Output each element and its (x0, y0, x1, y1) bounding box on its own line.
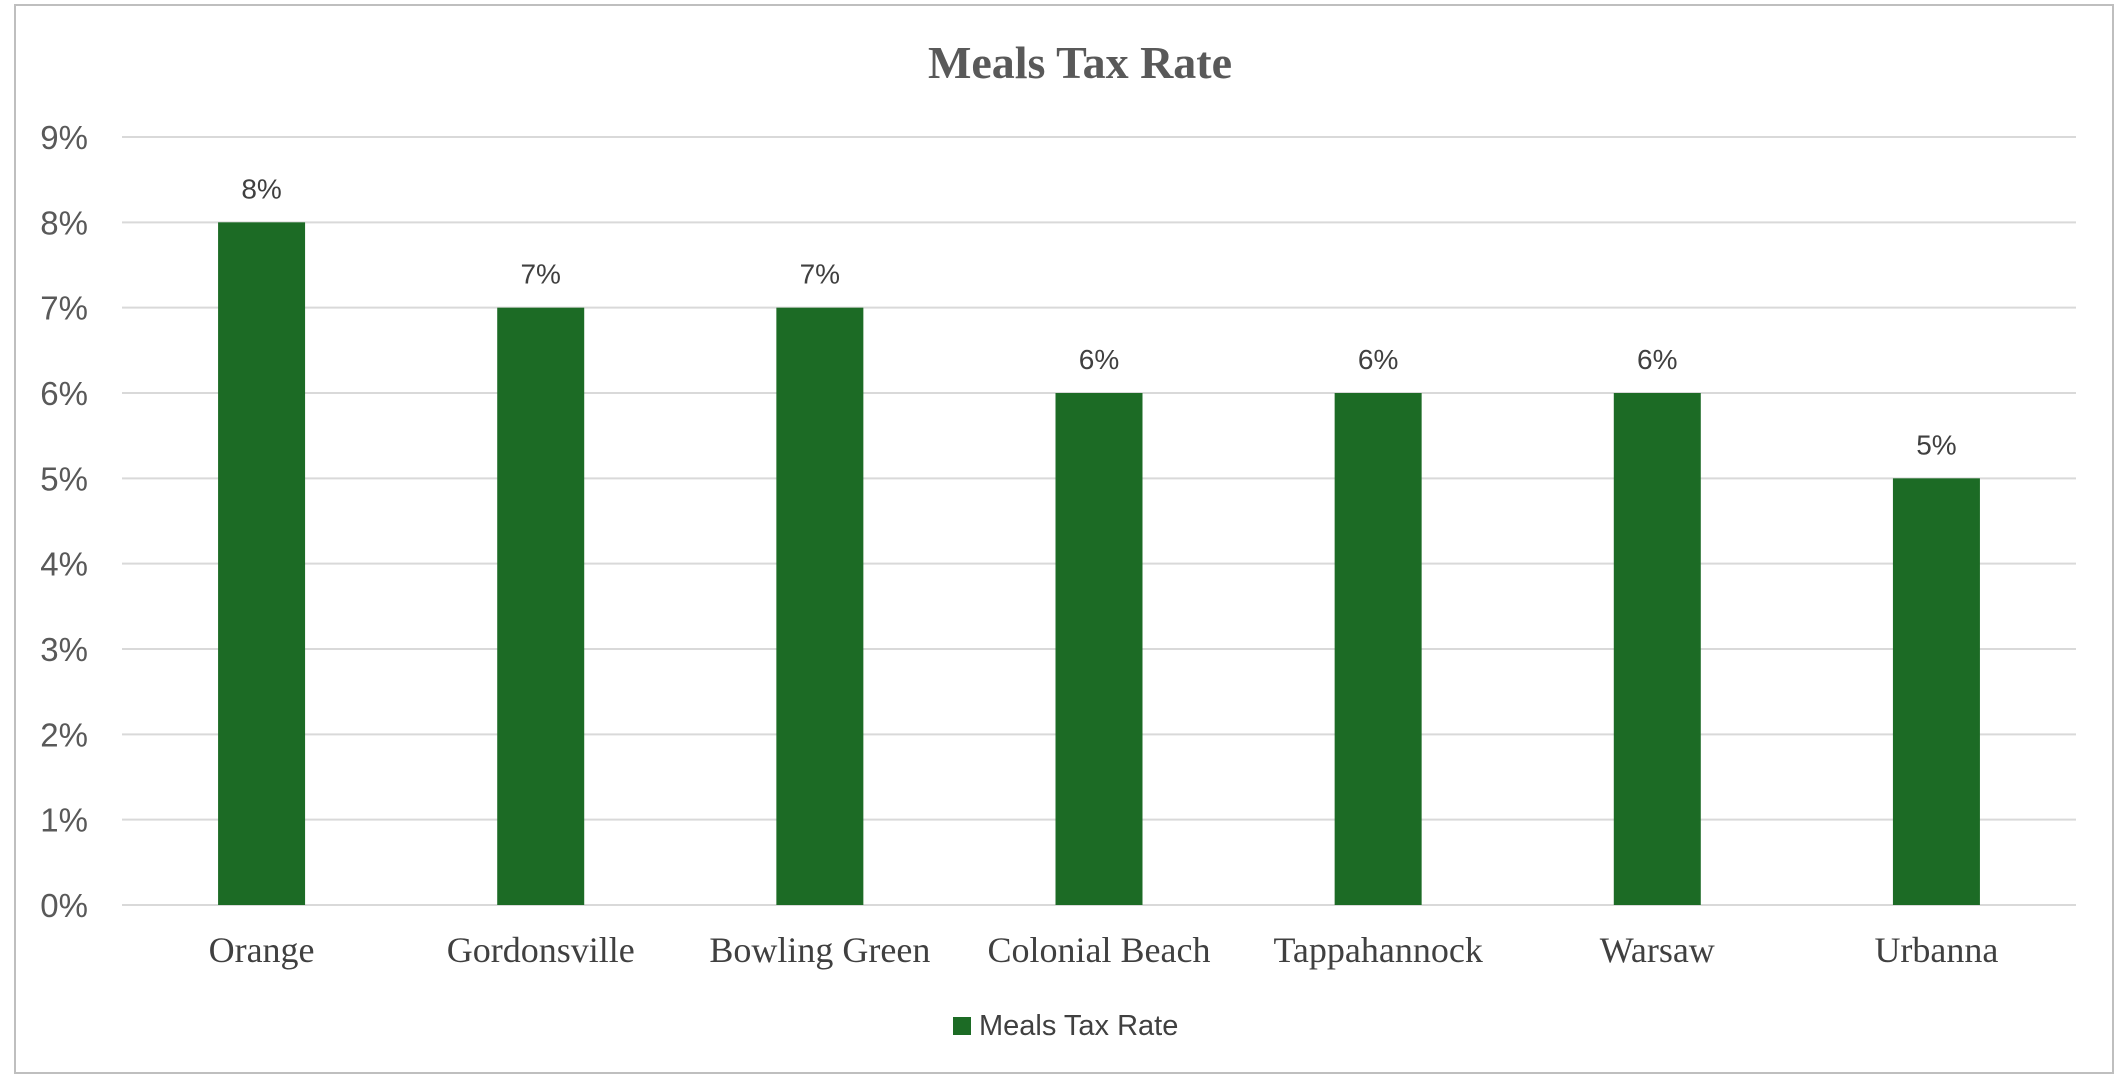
legend: Meals Tax Rate (953, 1010, 1178, 1042)
x-tick-label: Warsaw (1600, 930, 1715, 970)
y-tick-label: 9% (40, 119, 88, 156)
data-label: 6% (1358, 344, 1398, 375)
y-tick-label: 8% (40, 204, 88, 241)
y-tick-label: 7% (40, 290, 88, 327)
x-tick-label: Bowling Green (709, 930, 930, 970)
chart-title: Meals Tax Rate (928, 37, 1232, 88)
x-tick-label: Gordonsville (447, 930, 635, 970)
data-label: 7% (800, 259, 840, 290)
gridlines (122, 136, 2076, 906)
data-labels: 8% 7% 7% 6% 6% 6% 5% (241, 173, 1956, 460)
bar (1334, 393, 1422, 905)
bar (497, 307, 585, 906)
y-axis-ticks: 0% 1% 2% 3% 4% 5% 6% 7% 8% 9% (40, 119, 88, 924)
data-label: 8% (241, 173, 281, 204)
y-tick-label: 0% (40, 887, 88, 924)
y-tick-label: 4% (40, 546, 88, 583)
data-label: 6% (1079, 344, 1119, 375)
y-tick-label: 3% (40, 631, 88, 668)
x-axis-ticks: Orange Gordonsville Bowling Green Colonial … (209, 930, 1999, 970)
x-tick-label: Orange (209, 930, 315, 970)
bar (1892, 478, 1980, 905)
legend-label: Meals Tax Rate (979, 1010, 1178, 1042)
bar (776, 307, 864, 906)
bar (218, 222, 306, 906)
bar (1613, 393, 1701, 905)
x-tick-label: Colonial Beach (988, 930, 1211, 970)
y-tick-label: 6% (40, 375, 88, 412)
x-tick-label: Urbanna (1874, 930, 1998, 970)
legend-swatch (953, 1017, 971, 1035)
bars (218, 222, 1980, 906)
bar (1055, 393, 1143, 905)
y-tick-label: 5% (40, 460, 88, 497)
data-label: 6% (1637, 344, 1677, 375)
x-tick-label: Tappahannock (1273, 930, 1482, 970)
y-tick-label: 2% (40, 716, 88, 753)
data-label: 5% (1916, 429, 1956, 460)
data-label: 7% (520, 259, 560, 290)
y-tick-label: 1% (40, 802, 88, 839)
